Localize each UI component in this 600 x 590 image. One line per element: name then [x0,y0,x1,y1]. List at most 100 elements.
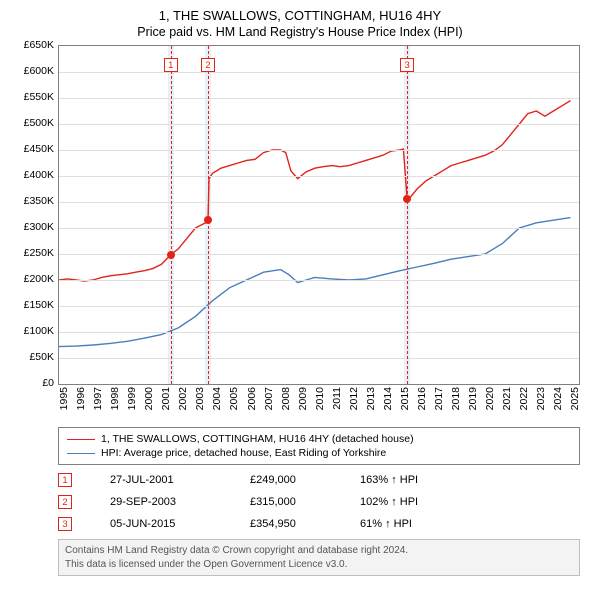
sales-row: 1 27-JUL-2001£249,000163% ↑ HPI [58,469,580,491]
attribution-line-2: This data is licensed under the Open Gov… [65,558,573,572]
y-tick-label: £600K [24,65,54,77]
chart-container: 1, THE SWALLOWS, COTTINGHAM, HU16 4HY Pr… [0,0,600,590]
title-block: 1, THE SWALLOWS, COTTINGHAM, HU16 4HY Pr… [10,8,590,39]
y-tick-label: £400K [24,169,54,181]
sales-hpi: 61% ↑ HPI [360,518,470,530]
sale-marker-line [171,46,172,384]
sale-marker-dot [403,195,411,203]
x-tick-label: 2016 [416,387,428,410]
y-tick-label: £50K [29,351,54,363]
sales-hpi: 163% ↑ HPI [360,474,470,486]
y-tick-label: £250K [24,247,54,259]
x-tick-label: 2006 [246,387,258,410]
x-tick-label: 1996 [75,387,87,410]
legend-swatch [67,453,95,454]
y-gridline [59,176,579,177]
sale-marker-dot [204,216,212,224]
legend-row: 1, THE SWALLOWS, COTTINGHAM, HU16 4HY (d… [67,432,571,446]
x-tick-label: 1998 [109,387,121,410]
sale-marker-number: 3 [400,58,414,72]
x-tick-label: 2017 [433,387,445,410]
sales-table: 1 27-JUL-2001£249,000163% ↑ HPI 2 29-SEP-20… [58,469,580,535]
x-tick-label: 2007 [263,387,275,410]
x-tick-label: 2012 [348,387,360,410]
legend-row: HPI: Average price, detached house, East… [67,446,571,460]
x-tick-label: 2019 [467,387,479,410]
sale-marker-line [208,46,209,384]
x-tick-label: 2022 [518,387,530,410]
x-tick-label: 2000 [143,387,155,410]
y-gridline [59,358,579,359]
x-tick-label: 2004 [211,387,223,410]
y-tick-label: £0 [42,377,54,389]
sales-date: 29-SEP-2003 [110,496,250,508]
y-gridline [59,332,579,333]
y-gridline [59,72,579,73]
x-tick-label: 2024 [552,387,564,410]
x-tick-label: 2008 [280,387,292,410]
sales-price: £354,950 [250,518,360,530]
y-gridline [59,124,579,125]
attribution-line-1: Contains HM Land Registry data © Crown c… [65,544,573,558]
sales-number-box: 2 [58,495,72,509]
sales-date: 27-JUL-2001 [110,474,250,486]
x-tick-label: 1997 [92,387,104,410]
attribution-box: Contains HM Land Registry data © Crown c… [58,539,580,576]
y-gridline [59,228,579,229]
sale-marker-number: 2 [201,58,215,72]
sales-row: 2 29-SEP-2003£315,000102% ↑ HPI [58,491,580,513]
y-axis: £0£50K£100K£150K£200K£250K£300K£350K£400… [10,45,58,385]
x-tick-label: 2023 [535,387,547,410]
x-tick-label: 2005 [228,387,240,410]
y-gridline [59,150,579,151]
sales-row: 3 05-JUN-2015£354,95061% ↑ HPI [58,513,580,535]
y-gridline [59,280,579,281]
y-tick-label: £200K [24,273,54,285]
x-tick-label: 2014 [382,387,394,410]
series-hpi [59,218,570,347]
x-tick-label: 2025 [569,387,581,410]
chart-title: 1, THE SWALLOWS, COTTINGHAM, HU16 4HY [10,8,590,23]
y-tick-label: £450K [24,143,54,155]
y-tick-label: £350K [24,195,54,207]
y-tick-label: £500K [24,117,54,129]
y-tick-label: £550K [24,91,54,103]
sales-price: £315,000 [250,496,360,508]
x-tick-label: 2003 [194,387,206,410]
y-gridline [59,98,579,99]
x-tick-label: 2021 [501,387,513,410]
x-tick-label: 2020 [484,387,496,410]
y-tick-label: £650K [24,39,54,51]
sales-hpi: 102% ↑ HPI [360,496,470,508]
x-tick-label: 1999 [126,387,138,410]
x-tick-label: 2013 [365,387,377,410]
plot-area: 123 [58,45,580,385]
legend: 1, THE SWALLOWS, COTTINGHAM, HU16 4HY (d… [58,427,580,465]
x-axis: 1995 1996 1997 1998 1999 2000 2001 2002 2003 2004… [58,385,580,421]
chart-subtitle: Price paid vs. HM Land Registry's House … [10,25,590,39]
x-tick-label: 2001 [160,387,172,410]
sale-marker-dot [167,251,175,259]
x-tick-label: 2018 [450,387,462,410]
sales-number-box: 3 [58,517,72,531]
legend-label: HPI: Average price, detached house, East… [101,447,386,459]
x-tick-label: 2011 [331,387,343,410]
x-tick-label: 1995 [58,387,70,410]
sales-number-box: 1 [58,473,72,487]
sales-price: £249,000 [250,474,360,486]
x-tick-label: 2010 [314,387,326,410]
x-tick-label: 2015 [399,387,411,410]
y-gridline [59,202,579,203]
plot-svg [59,46,579,384]
y-gridline [59,254,579,255]
sale-marker-line [407,46,408,384]
y-tick-label: £300K [24,221,54,233]
y-tick-label: £150K [24,299,54,311]
x-tick-label: 2009 [297,387,309,410]
legend-label: 1, THE SWALLOWS, COTTINGHAM, HU16 4HY (d… [101,433,414,445]
y-gridline [59,306,579,307]
y-tick-label: £100K [24,325,54,337]
x-tick-label: 2002 [177,387,189,410]
legend-swatch [67,439,95,440]
sales-date: 05-JUN-2015 [110,518,250,530]
